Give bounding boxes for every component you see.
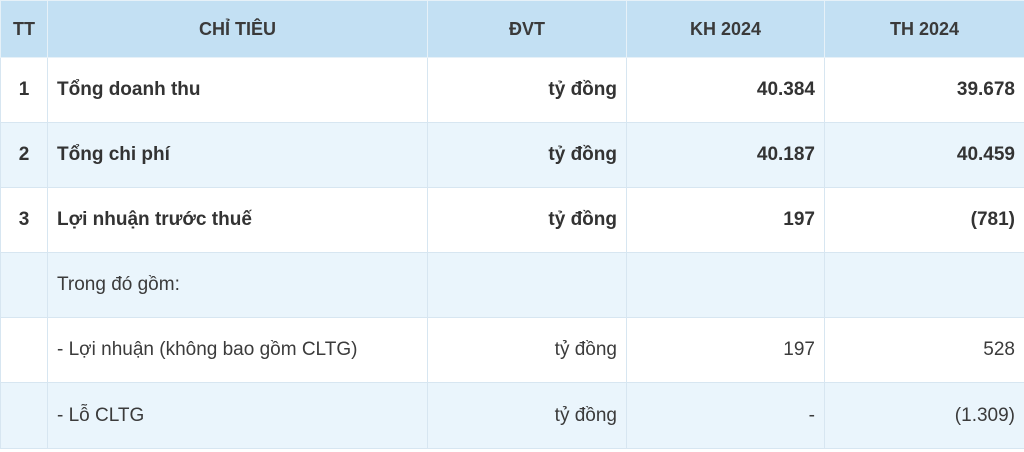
cell-th-2024 xyxy=(824,252,1024,318)
cell-tt: 3 xyxy=(0,187,48,253)
cell-kh-2024: - xyxy=(626,382,825,449)
cell-kh-2024: 40.384 xyxy=(626,57,825,123)
table-row: Trong đó gồm: xyxy=(0,252,1024,318)
cell-th-2024: 39.678 xyxy=(824,57,1024,123)
cell-tt xyxy=(0,317,48,383)
table-row: 1 Tổng doanh thu tỷ đồng 40.384 39.678 xyxy=(0,57,1024,123)
header-chi-tieu: CHỈ TIÊU xyxy=(47,0,428,58)
table-header: TT CHỈ TIÊU ĐVT KH 2024 TH 2024 xyxy=(0,0,1024,58)
cell-chi-tieu: Tổng doanh thu xyxy=(47,57,428,123)
header-row: TT CHỈ TIÊU ĐVT KH 2024 TH 2024 xyxy=(0,0,1024,58)
cell-dvt: tỷ đồng xyxy=(427,317,627,383)
cell-dvt: tỷ đồng xyxy=(427,382,627,449)
cell-dvt: tỷ đồng xyxy=(427,57,627,123)
cell-dvt: tỷ đồng xyxy=(427,187,627,253)
header-dvt: ĐVT xyxy=(427,0,627,58)
cell-th-2024: 40.459 xyxy=(824,122,1024,188)
table-row: 3 Lợi nhuận trước thuế tỷ đồng 197 (781) xyxy=(0,187,1024,253)
table-body: 1 Tổng doanh thu tỷ đồng 40.384 39.678 2… xyxy=(0,57,1024,449)
table-row: 2 Tổng chi phí tỷ đồng 40.187 40.459 xyxy=(0,122,1024,188)
header-th-2024: TH 2024 xyxy=(824,0,1024,58)
cell-chi-tieu: Tổng chi phí xyxy=(47,122,428,188)
table-row: - Lỗ CLTG tỷ đồng - (1.309) xyxy=(0,382,1024,449)
cell-kh-2024: 197 xyxy=(626,317,825,383)
cell-tt: 2 xyxy=(0,122,48,188)
cell-tt: 1 xyxy=(0,57,48,123)
cell-dvt xyxy=(427,252,627,318)
header-tt: TT xyxy=(0,0,48,58)
cell-chi-tieu: - Lợi nhuận (không bao gồm CLTG) xyxy=(47,317,428,383)
table-row: - Lợi nhuận (không bao gồm CLTG) tỷ đồng… xyxy=(0,317,1024,383)
header-kh-2024: KH 2024 xyxy=(626,0,825,58)
cell-chi-tieu: - Lỗ CLTG xyxy=(47,382,428,449)
cell-tt xyxy=(0,382,48,449)
cell-dvt: tỷ đồng xyxy=(427,122,627,188)
cell-chi-tieu: Lợi nhuận trước thuế xyxy=(47,187,428,253)
cell-th-2024: 528 xyxy=(824,317,1024,383)
cell-th-2024: (781) xyxy=(824,187,1024,253)
cell-kh-2024 xyxy=(626,252,825,318)
cell-kh-2024: 197 xyxy=(626,187,825,253)
cell-th-2024: (1.309) xyxy=(824,382,1024,449)
cell-kh-2024: 40.187 xyxy=(626,122,825,188)
cell-tt xyxy=(0,252,48,318)
cell-chi-tieu: Trong đó gồm: xyxy=(47,252,428,318)
